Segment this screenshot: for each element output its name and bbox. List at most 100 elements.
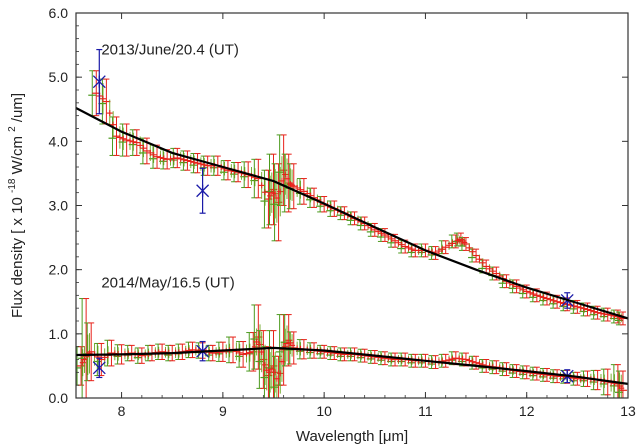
series-group <box>76 298 627 398</box>
spectrum-fill-point <box>273 358 280 398</box>
spectrum-point <box>285 163 298 210</box>
spectrum-fill-point <box>243 344 250 363</box>
series-annotation: 2014/May/16.5 (UT) <box>101 275 234 292</box>
spectrum-fill-point <box>191 155 198 170</box>
spectrum-fill-point <box>216 346 223 358</box>
spectrum-fill-point <box>110 111 117 139</box>
spectrum-fill-point <box>476 254 483 264</box>
spectrum-point <box>280 314 293 367</box>
spectrum-point <box>118 123 131 157</box>
spectrum-fill-point <box>459 354 466 364</box>
y-axis-title-exp1: -18 <box>7 178 18 193</box>
spectrum-fill-point <box>160 151 167 166</box>
spectrum-fill-point <box>246 343 253 362</box>
spectrum-fill-point <box>449 238 456 248</box>
spectrum-fill-point <box>405 243 412 253</box>
spectrum-fill-point <box>284 158 291 199</box>
spectrum-fill-point <box>297 180 304 199</box>
spectrum-fill-point <box>147 144 154 161</box>
spectrum-fill-point <box>253 328 260 356</box>
spectrum-fill-point <box>439 244 446 254</box>
model-curve <box>76 107 628 320</box>
spectrum-point <box>245 332 258 372</box>
spectrum-point <box>219 160 232 181</box>
x-tick-label: 13 <box>620 403 636 419</box>
spectrum-fill-point <box>233 342 240 361</box>
spectrum-fill-point <box>268 348 275 390</box>
spectrum-point <box>508 279 521 294</box>
y-tick-label: 4.0 <box>49 133 69 149</box>
spectrum-fill-point <box>262 178 269 206</box>
spectrum-point <box>128 129 141 156</box>
spectrum-fill-point <box>338 349 345 359</box>
spectrum-fill-point <box>378 353 385 363</box>
spectrum-fill-point <box>469 247 476 257</box>
spectrum-point <box>457 237 470 251</box>
spectrum-fill-point <box>157 150 164 165</box>
spectrum-point <box>235 341 248 368</box>
y-axis-title-prefix: Flux density [ x 10 <box>9 197 26 318</box>
spectrum-point <box>199 155 212 176</box>
series-group <box>92 48 574 309</box>
plot-frame <box>75 12 629 399</box>
spectrum-fill-point <box>530 289 537 299</box>
spectrum-fill-point <box>547 295 554 305</box>
y-axis-title-exp2: 2 <box>7 126 18 132</box>
spectrum-fill-point <box>618 374 625 398</box>
spectrum-fill-point <box>186 345 193 356</box>
model-curve <box>76 346 628 385</box>
spectrum-fill-point <box>327 348 334 358</box>
y-tick-label: 5.0 <box>49 69 69 85</box>
series-group <box>88 70 627 326</box>
x-tick-label: 9 <box>219 403 227 419</box>
spectrum-fill-point <box>258 331 265 373</box>
spectrum-fill-point <box>486 264 493 274</box>
spectrum-fill-point <box>466 243 473 253</box>
spectrum-point <box>498 274 511 289</box>
spectrum-fill-point <box>106 99 113 127</box>
spectrum-point <box>108 116 121 156</box>
spectrum-fill-point <box>289 169 296 201</box>
spectrum-point <box>78 298 91 398</box>
y-tick-label: 3.0 <box>49 198 69 214</box>
spectrum-point <box>250 158 263 199</box>
spectrum-point <box>275 134 288 206</box>
spectrum-fill-point <box>263 349 270 391</box>
svg-text:Flux density [ x 10 -18: Flux density [ x 10 -18 W/cm 2 /um] <box>2 93 26 318</box>
x-axis-title: Wavelength [μm] <box>296 428 408 445</box>
spectrum-fill-point <box>289 334 296 357</box>
spectrum-fill-point <box>550 296 557 306</box>
spectrum-fill-point <box>236 343 243 362</box>
spectrum-fill-point <box>449 354 456 364</box>
spectrum-fill-point <box>489 266 496 276</box>
y-tick-label: 2.0 <box>49 262 69 278</box>
spectrum-fill-point <box>550 371 557 381</box>
photometry-point <box>92 48 106 115</box>
spectrum-point <box>179 150 192 171</box>
y-tick-label: 6.0 <box>49 5 69 21</box>
spectrum-fill-point <box>150 146 157 163</box>
spectrum-fill-point <box>294 178 301 197</box>
spectrum-fill-point <box>540 369 547 379</box>
spectrum-point <box>270 163 283 242</box>
spectrum-fill-point <box>388 354 395 364</box>
x-tick-label: 11 <box>418 403 433 419</box>
spectrum-fill-point <box>446 240 453 250</box>
spectrum-point <box>265 330 278 398</box>
x-tick-label: 8 <box>118 403 126 419</box>
spectrum-fill-point <box>479 258 486 268</box>
spectrum-fill-point <box>537 291 544 301</box>
x-tick-label: 10 <box>316 403 332 419</box>
spectrum-fill-point <box>540 292 547 302</box>
spectrum-point <box>366 222 379 237</box>
photometry-point <box>196 167 210 214</box>
spectrum-fill-point <box>456 235 463 245</box>
spectrum-fill-point <box>395 238 402 248</box>
y-axis-title: Flux density [ x 10 -18 W/cm 2 /um] <box>2 93 26 318</box>
spectrum-fill-point <box>408 244 415 254</box>
spectrum-fill-point <box>100 83 107 115</box>
spectrum-fill-point <box>268 172 275 213</box>
photometry-point <box>92 357 106 379</box>
spectrum-point <box>250 304 263 370</box>
spectrum-point <box>468 248 481 263</box>
